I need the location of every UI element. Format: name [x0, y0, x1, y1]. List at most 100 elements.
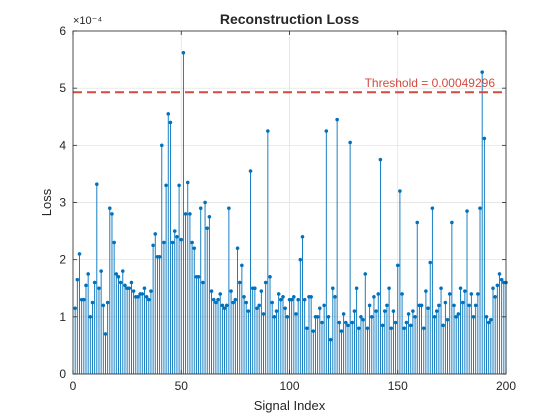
- stem-marker: [382, 309, 387, 313]
- stem-marker: [120, 269, 125, 273]
- stem-marker: [335, 117, 339, 122]
- stem-marker: [268, 274, 272, 279]
- stem-marker: [428, 260, 433, 265]
- stem-marker: [298, 257, 303, 262]
- stem-marker: [270, 300, 275, 305]
- stem-marker: [129, 280, 134, 285]
- stem-marker: [153, 232, 158, 236]
- stem-marker: [157, 254, 162, 259]
- stem-marker: [378, 157, 383, 162]
- stem-marker: [244, 300, 249, 305]
- stem-marker: [400, 292, 404, 296]
- stem-marker: [473, 303, 478, 308]
- stem-marker: [151, 243, 155, 248]
- stem-marker: [183, 212, 188, 216]
- stem-marker: [162, 240, 166, 245]
- stem-marker: [389, 326, 394, 331]
- stem-marker: [372, 294, 376, 299]
- stem-marker: [380, 323, 385, 328]
- stem-marker: [437, 303, 441, 308]
- stem-marker: [146, 297, 151, 302]
- stem-marker: [218, 292, 223, 296]
- stem-marker: [201, 280, 205, 285]
- stem-marker: [263, 280, 268, 285]
- stem-marker: [136, 294, 140, 299]
- stem-marker: [486, 320, 491, 325]
- stem-marker: [103, 332, 108, 336]
- stem-marker: [445, 317, 450, 322]
- x-axis-label: Signal Index: [254, 398, 326, 413]
- stem-marker: [188, 212, 192, 216]
- stem-marker: [170, 240, 175, 245]
- stem-marker: [408, 323, 413, 328]
- stem-marker: [339, 329, 344, 333]
- stem-marker: [266, 129, 270, 133]
- stem-marker: [443, 300, 448, 305]
- stem-marker: [456, 312, 461, 316]
- stem-marker: [367, 303, 372, 308]
- stem-marker: [81, 297, 86, 302]
- x-tick-label: 0: [70, 379, 77, 393]
- stem-marker: [337, 320, 342, 325]
- stem-marker: [205, 226, 210, 231]
- stem-marker: [227, 206, 231, 211]
- stem-marker: [144, 294, 149, 299]
- stem-marker: [491, 286, 495, 291]
- stem-marker: [159, 143, 164, 148]
- stem-marker: [354, 286, 359, 291]
- stem-marker: [315, 314, 320, 319]
- stem-marker: [415, 220, 420, 225]
- y-tick-label: 1: [59, 310, 66, 324]
- stem-marker: [88, 314, 93, 319]
- stem-marker: [185, 180, 190, 185]
- stem-marker: [458, 286, 463, 291]
- stem-marker: [123, 283, 127, 288]
- stem-marker: [398, 189, 402, 193]
- stem-marker: [131, 289, 136, 293]
- stem-marker: [385, 303, 389, 308]
- stem-marker: [281, 294, 285, 299]
- stem-marker: [92, 280, 97, 285]
- stem-marker: [164, 183, 168, 188]
- grid: [72, 30, 507, 375]
- x-tick-label: 150: [388, 379, 408, 393]
- stem-marker: [348, 140, 352, 145]
- stem-marker: [289, 297, 294, 302]
- stem-marker: [369, 314, 374, 319]
- stem-marker: [203, 200, 207, 205]
- stem-marker: [346, 323, 350, 328]
- stem-marker: [333, 294, 337, 299]
- y-tick-label: 0: [59, 367, 66, 381]
- stem-marker: [222, 306, 227, 311]
- stem-marker: [343, 320, 348, 325]
- y-tick-label: 3: [59, 196, 66, 210]
- stem-marker: [450, 220, 454, 225]
- stem-marker: [261, 312, 266, 316]
- stem-marker: [75, 277, 80, 282]
- stem-marker: [257, 303, 262, 308]
- stem-marker: [175, 234, 179, 239]
- stem-marker: [99, 269, 103, 273]
- stem-marker: [242, 294, 246, 299]
- stem-marker: [430, 206, 435, 211]
- stem-marker: [467, 303, 472, 308]
- stem-marker: [190, 240, 194, 245]
- stem-marker: [149, 289, 153, 293]
- stem-marker: [166, 112, 171, 116]
- stem-marker: [421, 326, 426, 331]
- stem-marker: [196, 274, 201, 279]
- stem-marker: [469, 292, 474, 296]
- stem-marker: [253, 286, 257, 291]
- stem-marker: [112, 240, 116, 245]
- stem-marker: [402, 326, 407, 331]
- stem-marker: [300, 234, 305, 239]
- stem-marker: [214, 300, 218, 305]
- y-tick-label: 4: [59, 138, 66, 152]
- stem-marker: [426, 306, 430, 311]
- stem-marker: [395, 263, 400, 268]
- stem-marker: [424, 289, 428, 293]
- stem-marker: [359, 314, 363, 319]
- stem-marker: [198, 206, 203, 211]
- stem-marker: [363, 272, 368, 276]
